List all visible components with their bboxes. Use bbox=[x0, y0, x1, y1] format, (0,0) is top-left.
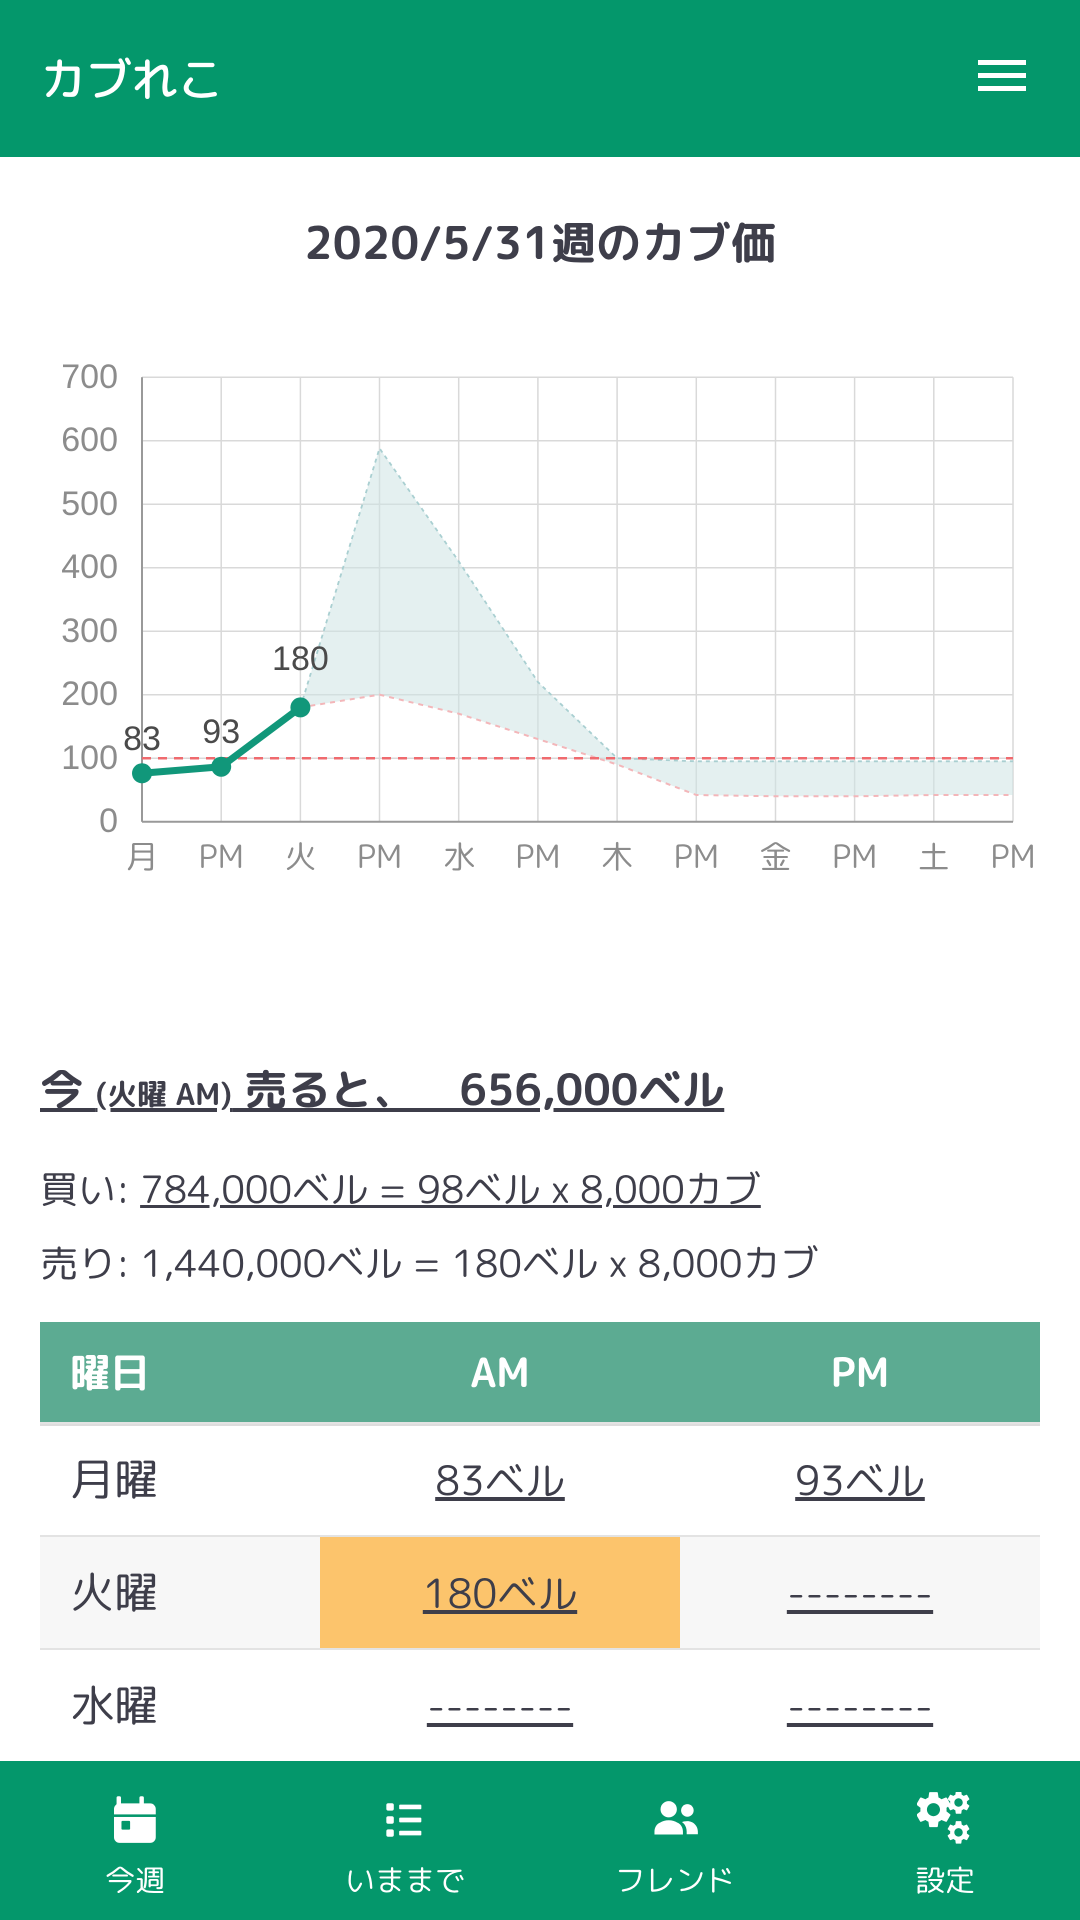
svg-text:PM: PM bbox=[199, 835, 244, 879]
svg-text:PM: PM bbox=[832, 835, 877, 879]
svg-text:PM: PM bbox=[990, 835, 1035, 879]
svg-text:200: 200 bbox=[61, 675, 118, 713]
svg-text:700: 700 bbox=[61, 358, 118, 396]
svg-text:600: 600 bbox=[61, 421, 118, 459]
svg-text:木: 木 bbox=[601, 835, 633, 879]
svg-text:83: 83 bbox=[123, 720, 161, 758]
svg-text:PM: PM bbox=[357, 835, 402, 879]
svg-text:400: 400 bbox=[61, 548, 118, 586]
svg-text:93: 93 bbox=[202, 713, 240, 751]
svg-text:月: 月 bbox=[126, 835, 158, 879]
svg-text:100: 100 bbox=[61, 739, 118, 777]
svg-text:180: 180 bbox=[272, 640, 329, 678]
svg-text:500: 500 bbox=[61, 485, 118, 523]
svg-text:PM: PM bbox=[674, 835, 719, 879]
svg-text:火: 火 bbox=[284, 835, 316, 879]
svg-text:300: 300 bbox=[61, 612, 118, 650]
svg-text:金: 金 bbox=[759, 835, 791, 879]
svg-text:PM: PM bbox=[515, 835, 560, 879]
svg-text:土: 土 bbox=[918, 835, 950, 879]
svg-text:0: 0 bbox=[99, 802, 118, 840]
svg-text:水: 水 bbox=[443, 835, 475, 879]
